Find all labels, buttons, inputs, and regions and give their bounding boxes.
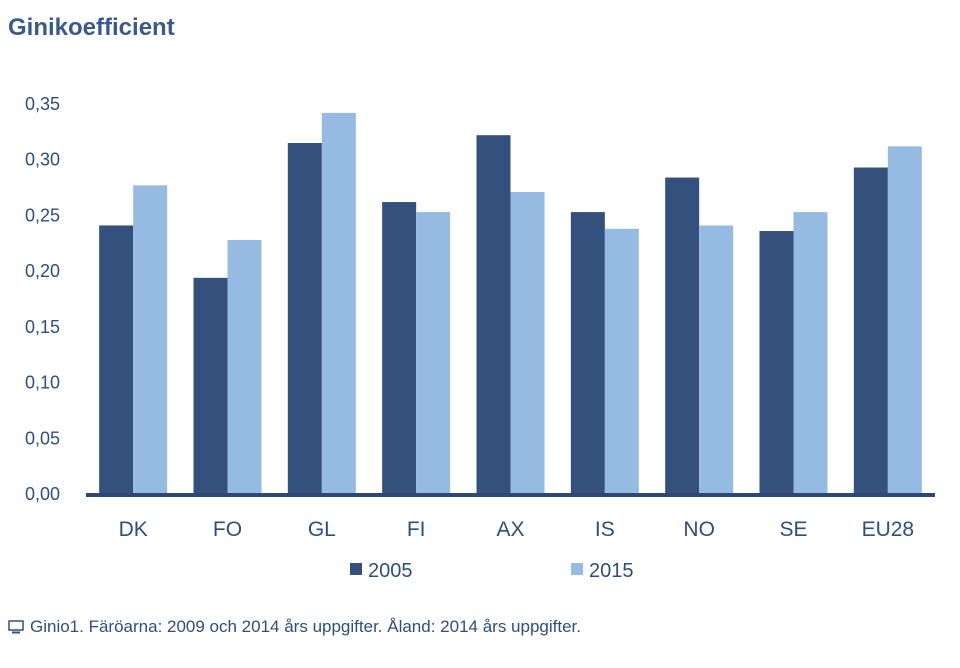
bar-2005-AX — [476, 135, 511, 494]
x-tick-label: EU28 — [862, 518, 915, 541]
bar-2015-FO — [227, 239, 262, 494]
bar-2015-GL — [321, 112, 356, 495]
bar-2015-AX — [510, 192, 545, 494]
computer-icon — [8, 620, 24, 634]
footnote: Ginio1. Färöarna: 2009 och 2014 års uppg… — [8, 617, 581, 637]
y-tick-label: 0,20 — [25, 261, 60, 281]
x-tick-label: IS — [595, 518, 615, 541]
y-tick-label: 0,25 — [25, 205, 60, 225]
bar-2005-IS — [570, 212, 605, 495]
x-tick-label: NO — [683, 518, 715, 541]
footnote-text: Ginio1. Färöarna: 2009 och 2014 års uppg… — [30, 617, 581, 636]
bar-2015-NO — [699, 225, 734, 494]
y-tick-label: 0,30 — [25, 150, 60, 170]
x-tick-label: AX — [496, 518, 524, 541]
legend-swatch-2015 — [571, 563, 583, 575]
bar-2015-DK — [133, 185, 168, 495]
bar-chart: 0,00 0,05 0,10 0,15 0,20 0,25 0,30 0,35 DK FO GL FI… — [25, 94, 935, 582]
bar-2005-DK — [99, 225, 134, 494]
legend-swatch-2005 — [350, 563, 362, 575]
y-tick-label: 0,00 — [25, 484, 60, 504]
x-tick-label: GL — [308, 518, 336, 541]
bar-2015-SE — [793, 212, 828, 495]
x-tick-label: FI — [407, 518, 426, 541]
bar-2015-FI — [416, 212, 451, 495]
y-tick-label: 0,15 — [25, 317, 60, 337]
y-tick-label: 0,05 — [25, 428, 60, 448]
bar-2015-EU28 — [887, 146, 922, 495]
bar-2005-SE — [759, 231, 794, 494]
x-tick-label: DK — [119, 518, 148, 541]
legend-label-2015: 2015 — [589, 560, 634, 582]
bar-2015-IS — [604, 228, 639, 495]
bar-2005-NO — [665, 177, 700, 495]
legend-label-2005: 2005 — [368, 560, 413, 582]
x-tick-label: SE — [779, 518, 807, 541]
bar-2005-GL — [287, 143, 322, 494]
y-tick-label: 0,10 — [25, 373, 60, 393]
bar-2005-FO — [193, 277, 228, 494]
y-tick-label: 0,35 — [25, 94, 60, 114]
x-tick-label: FO — [213, 518, 242, 541]
chart-title: Ginikoefficient — [8, 14, 175, 41]
bar-2005-FI — [382, 202, 417, 495]
bar-2005-EU28 — [853, 167, 888, 494]
